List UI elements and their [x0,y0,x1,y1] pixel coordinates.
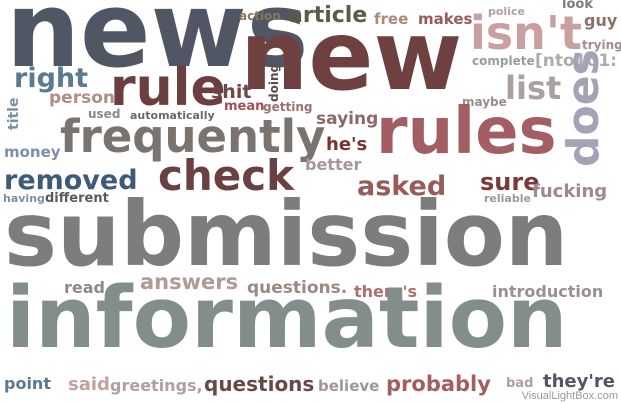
word-action: action [239,9,281,23]
word-introduction: introduction [492,282,604,301]
word-getting: getting [263,100,313,114]
word-better: better [305,155,362,174]
word-frequently: frequently [60,110,326,163]
word-said: said [68,374,110,395]
word-does: does [558,49,609,167]
word-list: list [505,69,562,107]
word-right: right [14,63,89,94]
word-money: money [4,143,61,161]
word-complete: complete [472,54,535,68]
watermark[interactable]: VisualLightBox.com [521,390,618,402]
word-new: new [240,0,463,112]
word-check: check [158,151,295,200]
word-rule: rule [110,58,226,118]
word-automatically: automatically [130,109,215,122]
word-used: used [88,107,121,121]
word-removed: removed [4,165,138,196]
word-title: title [6,97,22,130]
word-police: police [488,5,525,18]
word-news: news [6,0,309,91]
word-answers: answers [140,270,239,294]
word-greetings: greetings, [110,376,203,395]
word-doing: doing [267,63,281,102]
word-free: free [374,10,409,28]
word-article: article [288,3,368,28]
word-guy: guy [584,11,618,30]
word-maybe: maybe [462,95,507,109]
word-shit: shit [211,81,252,103]
word-believe: believe [318,377,380,395]
word-questions: questions [204,372,315,396]
word-look: look [562,0,593,12]
word-saying: saying [316,109,379,129]
word-person: person [49,88,115,108]
word-makes: makes [418,10,473,28]
word-bad: bad [506,376,534,391]
word-hes: he's [326,134,368,155]
word-information: information [6,269,568,368]
word-theres: there's [354,282,418,301]
word-probably: probably [386,372,491,396]
word-nto101: [nto101: [535,51,617,71]
word-sure: sure [480,168,540,196]
word-trying: trying [582,38,621,52]
word-rules: rules [376,95,557,169]
word-different: different [45,191,109,206]
word-point: point [4,374,51,393]
word-reliable: reliable [484,192,531,205]
word-mean: mean [224,99,265,114]
word-read: read [64,278,105,297]
word-questions-dot: questions. [247,278,348,298]
word-submission: submission [4,182,569,286]
word-asked: asked [357,171,447,202]
word-isnt: isn't [470,6,582,60]
word-having: having [3,192,45,205]
word-theyre: they're [543,371,615,392]
word-fucking: fucking [532,181,608,202]
